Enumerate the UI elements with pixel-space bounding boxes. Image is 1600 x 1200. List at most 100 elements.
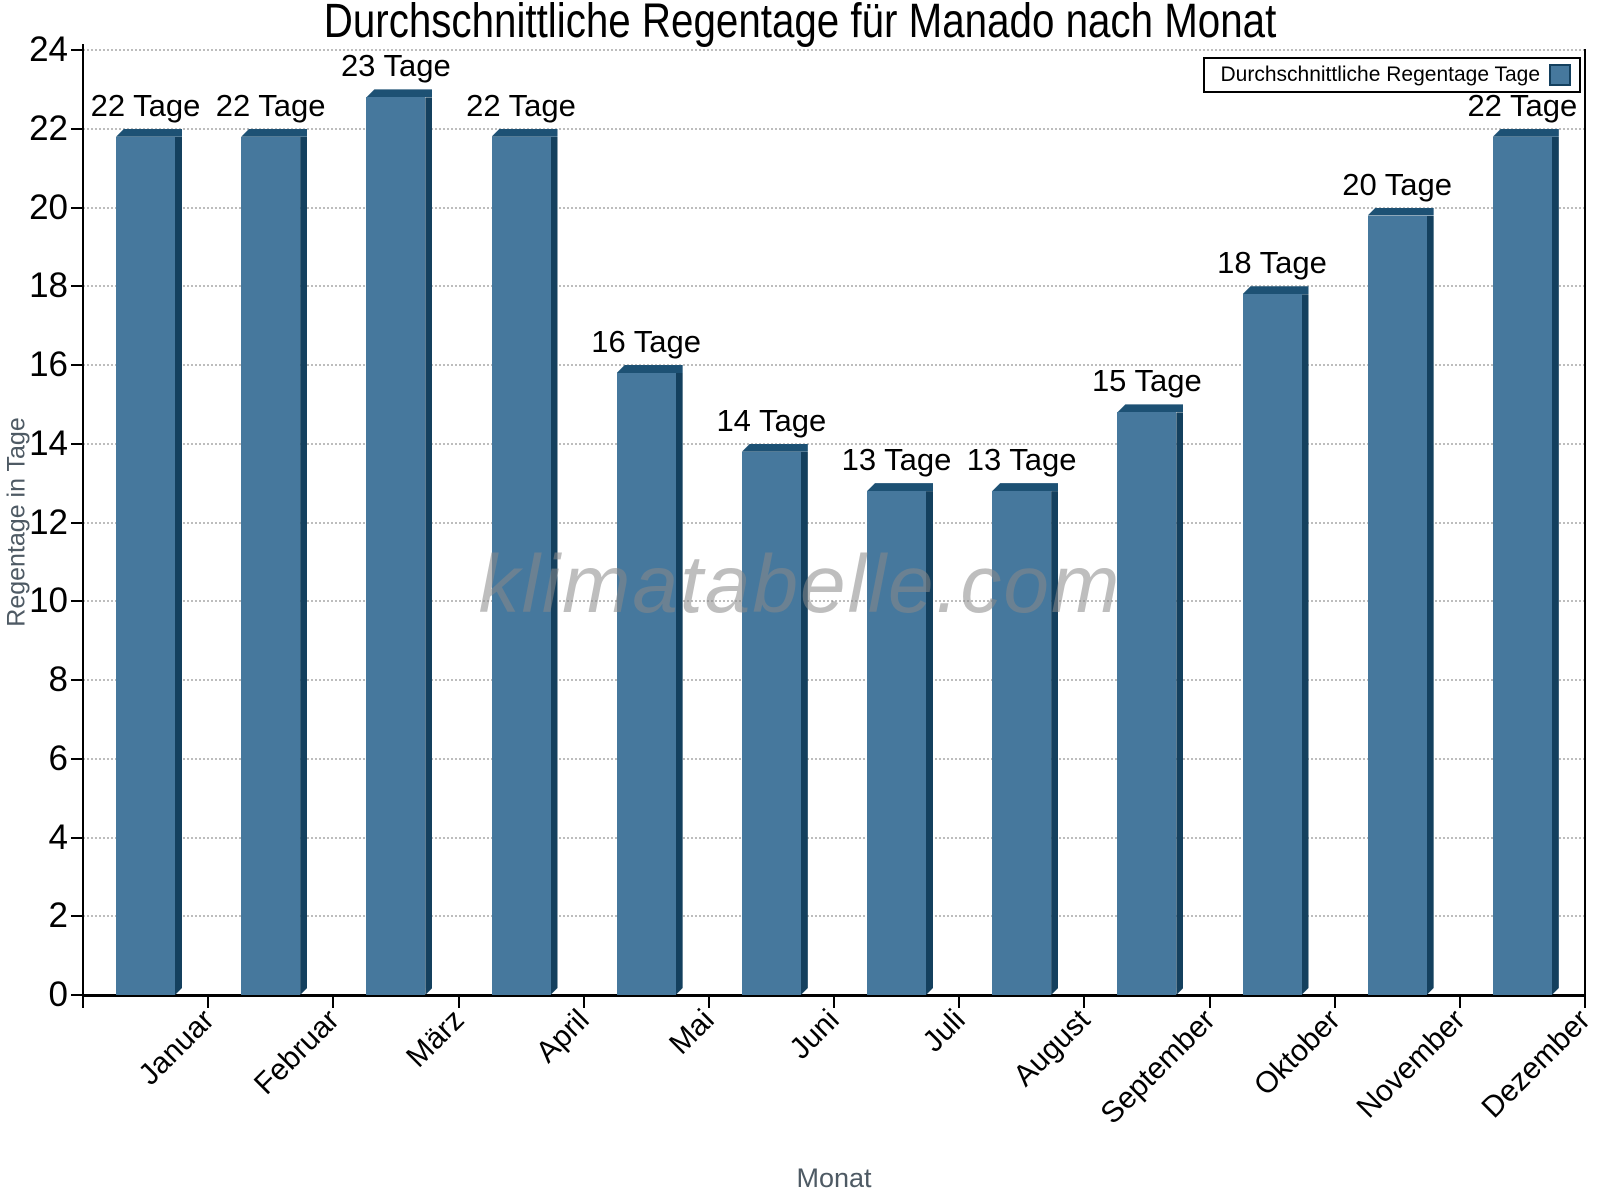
bar-front-face [867, 491, 926, 995]
bar-side-face [1051, 491, 1058, 995]
x-tick-mark-5 [707, 996, 710, 1008]
bar-februar [241, 128, 308, 995]
bar-top-face [616, 365, 683, 373]
bar-top-face [241, 128, 308, 137]
y-tick-label-10: 10 [29, 581, 68, 621]
bar-front-face [1117, 412, 1177, 995]
bar-top-face [1117, 404, 1184, 413]
y-tick-mark-12 [71, 521, 83, 524]
y-axis-line [82, 44, 84, 997]
bar-januar [116, 128, 182, 995]
y-tick-mark-16 [71, 364, 83, 366]
value-label-juli: 13 Tage [841, 442, 952, 478]
y-tick-label-0: 0 [48, 975, 68, 1014]
gridline-y-14 [83, 442, 1585, 445]
gridline-y-2 [83, 915, 1585, 918]
value-label-september: 15 Tage [1091, 363, 1202, 399]
x-tick-mark-0 [82, 996, 84, 1008]
y-tick-mark-6 [71, 757, 83, 760]
chart-title: Durchschnittliche Regentage für Manado n… [323, 0, 1277, 48]
bar-top-face [116, 128, 182, 137]
gridline-y-18 [83, 285, 1585, 288]
y-tick-mark-20 [71, 206, 83, 209]
y-tick-mark-24 [71, 49, 83, 51]
bar-top-face [992, 483, 1059, 492]
x-tick-mark-9 [1208, 996, 1211, 1008]
bar-oktober [1242, 286, 1309, 995]
gridline-y-20 [83, 206, 1585, 209]
value-label-april: 22 Tage [466, 87, 576, 123]
y-tick-mark-4 [71, 836, 83, 839]
value-label-oktober: 18 Tage [1217, 245, 1327, 281]
bar-side-face [801, 452, 808, 995]
y-tick-mark-14 [71, 442, 83, 445]
y-tick-mark-2 [71, 915, 83, 918]
bar-top-face [1242, 286, 1309, 295]
x-tick-mark-10 [1333, 996, 1336, 1008]
bar-front-face [1242, 294, 1302, 995]
x-axis-title: Monat [796, 1163, 872, 1193]
y-tick-label-14: 14 [29, 423, 68, 463]
value-label-november: 20 Tage [1342, 166, 1453, 202]
legend: Durchschnittliche Regentage Tage [1203, 57, 1581, 93]
x-tick-mark-4 [582, 996, 585, 1008]
x-axis-line [82, 994, 1586, 997]
legend-swatch-icon [1549, 64, 1571, 86]
value-label-januar: 22 Tage [90, 87, 201, 123]
bar-side-face [676, 373, 683, 995]
value-label-august: 13 Tage [966, 442, 1077, 478]
bar-side-face [1427, 216, 1434, 996]
bar-side-face [551, 137, 558, 995]
y-tick-mark-10 [71, 600, 83, 603]
bar-juni [741, 443, 808, 995]
x-tick-mark-11 [1458, 996, 1461, 1008]
x-tick-mark-1 [207, 996, 210, 1008]
bar-front-face [116, 136, 175, 995]
bar-november [1367, 207, 1434, 996]
x-tick-mark-3 [457, 996, 460, 1008]
bar-front-face [366, 97, 426, 995]
bar-august [992, 483, 1059, 995]
gridline-y-22 [83, 127, 1585, 130]
bar-side-face [175, 137, 182, 995]
bar-front-face [491, 136, 551, 995]
y-tick-mark-0 [71, 994, 83, 996]
bar-side-face [926, 491, 933, 995]
y-tick-label-16: 16 [29, 345, 68, 384]
bar-top-face [1492, 128, 1559, 137]
y-tick-label-8: 8 [48, 660, 68, 699]
y-tick-label-4: 4 [48, 817, 68, 857]
y-tick-label-24: 24 [29, 30, 68, 69]
value-label-juni: 14 Tage [716, 402, 827, 438]
bar-september [1117, 404, 1184, 995]
x-tick-mark-7 [958, 996, 961, 1008]
bar-side-face [1552, 137, 1559, 995]
value-label-februar: 22 Tage [215, 87, 326, 123]
gridline-y-12 [83, 521, 1585, 524]
value-label-dezember: 22 Tage [1467, 87, 1578, 123]
gridline-y-8 [83, 679, 1585, 681]
y-tick-label-18: 18 [29, 266, 68, 306]
bar-side-face [300, 137, 307, 995]
bar-front-face [241, 136, 301, 995]
y-tick-mark-8 [71, 679, 83, 681]
bar-side-face [1176, 412, 1183, 995]
gridline-y-4 [83, 836, 1585, 839]
value-label-mai: 16 Tage [591, 324, 702, 359]
y-tick-label-6: 6 [48, 738, 68, 778]
bar-side-face [1302, 294, 1309, 995]
bar-top-face [366, 89, 433, 98]
value-label-märz: 23 Tage [340, 48, 451, 84]
x-tick-mark-6 [833, 996, 835, 1008]
right-axis-line [1584, 49, 1586, 996]
legend-label: Durchschnittliche Regentage Tage [1220, 63, 1540, 86]
x-tick-mark-12 [1584, 996, 1586, 1008]
bar-front-face [741, 451, 801, 995]
gridline-y-24 [83, 49, 1585, 51]
bar-juli [867, 483, 933, 995]
bar-front-face [1367, 215, 1427, 995]
x-tick-mark-8 [1083, 996, 1086, 1008]
bar-top-face [867, 483, 933, 492]
x-tick-mark-2 [332, 996, 335, 1008]
bar-mai [616, 365, 683, 995]
